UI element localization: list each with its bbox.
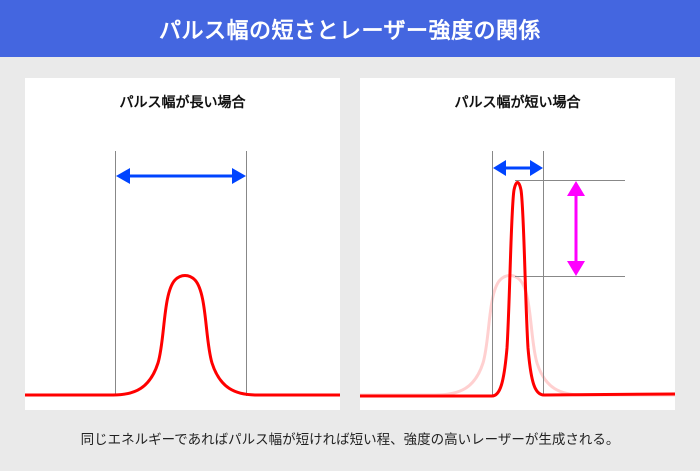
- short-pulse-curve: [360, 181, 675, 398]
- pulse-width-arrow-icon: [116, 168, 246, 184]
- long-pulse-curve: [25, 274, 340, 397]
- header-bar: パルス幅の短さとレーザー強度の関係: [0, 0, 700, 57]
- reference-long-pulse-curve: [360, 274, 675, 397]
- short-pulse-diagram: [360, 151, 675, 398]
- panel-long-pulse: パルス幅が長い場合: [25, 78, 340, 410]
- pulse-width-arrow-icon: [493, 160, 543, 176]
- intensity-arrow-icon: [567, 181, 585, 276]
- caption-text: 同じエネルギーであればパルス幅が短ければ短い程、強度の高いレーザーが生成される。: [80, 432, 620, 448]
- panel-title: パルス幅が短い場合: [454, 95, 581, 111]
- panel-short-pulse: パルス幅が短い場合: [360, 78, 675, 410]
- panel-title: パルス幅が長い場合: [119, 95, 246, 111]
- page-title: パルス幅の短さとレーザー強度の関係: [158, 18, 542, 44]
- long-pulse-diagram: [25, 151, 340, 397]
